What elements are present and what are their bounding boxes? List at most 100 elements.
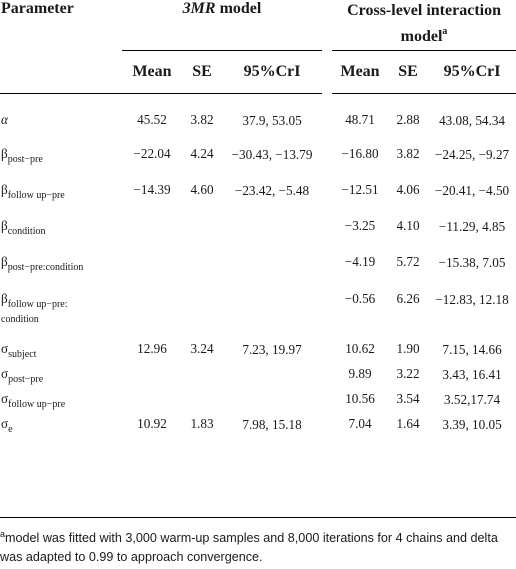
parameter-symbol: β (1, 182, 8, 197)
cell-mean-3mr: 12.96 (137, 341, 167, 356)
cell-mean-cross: 10.62 (345, 341, 375, 356)
cell-se-cross: 3.82 (396, 146, 420, 161)
cell-cri-3mr (222, 201, 322, 237)
cell-cri-cross: 3.52,17.74 (444, 392, 501, 407)
table-bottom-rule (0, 517, 516, 518)
footnote-marker: a (442, 26, 448, 37)
cell-mean-cross: 48.71 (345, 112, 375, 127)
cell-se-cross: 3.54 (396, 391, 420, 406)
table-row: βpost−pre −22.04 4.24 −30.43, −13.79 −16.80 3… (0, 129, 516, 165)
cell-se-cross: 3.22 (396, 366, 420, 381)
cell-mean-3mr (122, 360, 182, 385)
parameter-subscript: follow up−pre: (7, 299, 68, 310)
parameter-subscript: follow up−pre (7, 190, 65, 201)
parameter-symbol: σ (1, 416, 9, 431)
parameter-symbol: β (1, 218, 8, 233)
table-row: σfollow up−pre 10.56 3.54 3.52,17.74 (0, 385, 516, 410)
cell-se-3mr: 4.60 (190, 182, 214, 197)
table-row: σe 10.92 1.83 7.98, 15.18 7.04 1.64 3.39, 10.0… (0, 410, 516, 435)
parameter-symbol: β (1, 254, 8, 269)
table-row: βfollow up−pre −14.39 4.60 −23.42, −5.48 −12… (0, 165, 516, 201)
header-3mr-model: 3MR model (122, 0, 323, 51)
parameter-symbol: σ (1, 341, 9, 356)
header-se-3mr: SE (182, 50, 222, 94)
cell-cri-cross: 3.39, 10.05 (442, 417, 502, 432)
cell-se-cross: 4.10 (396, 218, 420, 233)
cell-mean-cross: −4.19 (344, 254, 376, 269)
cell-mean-cross: 7.04 (348, 416, 372, 431)
parameter-symbol: α (1, 112, 8, 127)
parameter-symbol: β (1, 291, 8, 306)
footnote-text: model was fitted with 3,000 warm-up samp… (0, 531, 498, 564)
cell-se-3mr (182, 237, 222, 273)
cell-cri-cross: 3.43, 16.41 (442, 367, 502, 382)
cell-mean-3mr: −22.04 (133, 146, 171, 161)
parameter-symbol: σ (1, 391, 9, 406)
cell-mean-3mr: −14.39 (133, 182, 171, 197)
table-footnote: amodel was fitted with 3,000 warm-up sam… (0, 525, 516, 567)
cell-parameter: σsubject (0, 325, 122, 360)
cell-cri-3mr: −23.42, −5.48 (234, 183, 310, 198)
cell-mean-3mr (122, 273, 182, 325)
cell-mean-3mr: 10.92 (137, 416, 167, 431)
table-row: σsubject 12.96 3.24 7.23, 19.97 10.62 1.90 7.1… (0, 325, 516, 360)
table-row: βcondition −3.25 4.10 −11.29, 4.85 (0, 201, 516, 237)
cell-parameter: σpost−pre (0, 360, 122, 385)
cell-parameter: α (0, 94, 122, 130)
cell-mean-3mr: 45.52 (137, 112, 167, 127)
header-cross-label: Cross-level interaction model (347, 2, 501, 45)
parameter-subscript-line2: condition (1, 314, 39, 325)
parameter-subscript: e (8, 424, 13, 435)
parameter-symbol: β (1, 146, 8, 161)
table-row: σpost−pre 9.89 3.22 3.43, 16.41 (0, 360, 516, 385)
header-cri-3mr: 95%CrI (222, 50, 323, 94)
cell-mean-cross: −12.51 (341, 182, 379, 197)
table-row: βpost−pre:condition −4.19 5.72 −15.38, 7.05 (0, 237, 516, 273)
cell-mean-cross: −0.56 (344, 291, 376, 306)
parameter-subscript: condition (7, 226, 46, 237)
cell-mean-cross: −16.80 (341, 146, 379, 161)
cell-cri-3mr (222, 237, 322, 273)
header-3mr-label: 3MR (182, 0, 216, 17)
table-row: βfollow up−pre: condition −0.56 6.26 −12.83,… (0, 273, 516, 325)
cell-parameter: σfollow up−pre (0, 385, 122, 410)
cell-parameter: βpost−pre (0, 129, 122, 165)
cell-cri-cross: −15.38, 7.05 (438, 255, 506, 270)
cell-parameter: σe (0, 410, 122, 435)
cell-cri-3mr (222, 360, 322, 385)
parameter-subscript: post−pre (8, 374, 44, 385)
cell-mean-3mr (122, 237, 182, 273)
footnote-note-marker: a (0, 529, 6, 539)
cell-cri-3mr (222, 273, 322, 325)
header-mean-3mr: Mean (122, 50, 182, 94)
cell-se-cross: 1.64 (396, 416, 420, 431)
header-se-cross: SE (388, 50, 429, 94)
cell-se-3mr (182, 385, 222, 410)
header-cross-level-model: Cross-level interaction modela (332, 0, 516, 51)
cell-mean-3mr (122, 385, 182, 410)
header-3mr-suffix: model (215, 0, 262, 17)
cell-cri-cross: −12.83, 12.18 (435, 292, 509, 307)
cell-cri-cross: −20.41, −4.50 (434, 183, 510, 198)
cell-se-3mr: 3.24 (190, 341, 214, 356)
parameter-subscript: post−pre:condition (7, 262, 84, 273)
cell-se-3mr (182, 273, 222, 325)
cell-parameter: βcondition (0, 201, 122, 237)
cell-mean-cross: 10.56 (345, 391, 375, 406)
cell-parameter: βpost−pre:condition (0, 237, 122, 273)
cell-se-3mr (182, 360, 222, 385)
cell-parameter: βfollow up−pre (0, 165, 122, 201)
cell-cri-3mr: −30.43, −13.79 (231, 147, 313, 162)
cell-se-cross: 4.06 (396, 182, 420, 197)
cell-cri-3mr: 37.9, 53.05 (242, 113, 302, 128)
cell-se-cross: 5.72 (396, 254, 420, 269)
cell-cri-3mr: 7.23, 19.97 (242, 342, 302, 357)
header-mean-cross: Mean (332, 50, 389, 94)
header-cri-cross: 95%CrI (428, 50, 516, 94)
cell-parameter: βfollow up−pre: condition (0, 273, 122, 325)
cell-cri-3mr: 7.98, 15.18 (242, 417, 302, 432)
cell-cri-cross: −11.29, 4.85 (438, 219, 506, 234)
cell-se-3mr: 1.83 (190, 416, 214, 431)
cell-se-cross: 1.90 (396, 341, 420, 356)
